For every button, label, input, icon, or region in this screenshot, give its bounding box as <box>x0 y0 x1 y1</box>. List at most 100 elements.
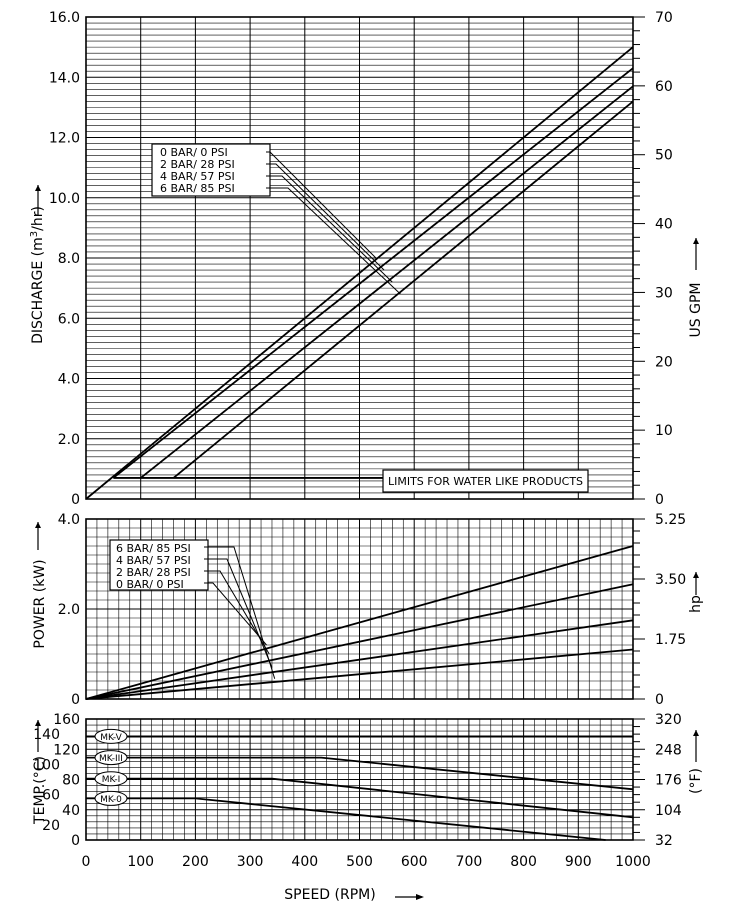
discharge-left-tick-label: 4.0 <box>58 372 80 388</box>
power-axis-arrow-head <box>35 522 41 528</box>
speed-tick-label: 800 <box>510 854 537 870</box>
speed-tick-label: 1000 <box>615 854 651 870</box>
speed-tick-label: 0 <box>82 854 91 870</box>
temperature-left-tick-label: 0 <box>71 833 80 849</box>
mk-series-label: MK-I <box>102 775 121 785</box>
discharge-series-line <box>85 46 634 500</box>
discharge-panel-frame <box>85 16 634 500</box>
grid-lines <box>86 17 633 840</box>
power-right-tick-label: 0 <box>655 692 664 708</box>
temperature-axis-arrow-head <box>35 720 41 726</box>
discharge-left-tick-label: 2.0 <box>58 432 80 448</box>
us-gpm-axis-label: US GPM <box>688 283 704 338</box>
temperature-series-line <box>86 777 634 819</box>
mk-oval-label <box>94 750 128 766</box>
power-right-tick-label: 3.50 <box>655 572 686 588</box>
speed-tick-label: 700 <box>456 854 483 870</box>
panel-frames <box>85 16 634 841</box>
discharge-series-line <box>140 85 634 479</box>
discharge-right-tick-label: 30 <box>655 285 673 301</box>
discharge-legend-box <box>151 143 271 197</box>
power-legend-label: 2 BAR/ 28 PSI <box>116 566 191 579</box>
discharge-right-tick-label: 70 <box>655 10 673 26</box>
speed-tick-label: 600 <box>401 854 428 870</box>
mk-oval-label <box>94 771 128 787</box>
temperature-right-tick-label: 104 <box>655 803 682 819</box>
discharge-axis-arrow-head <box>35 185 41 191</box>
power-series-line <box>85 648 634 700</box>
limits-annotation-box <box>382 469 589 493</box>
power-left-tick-label: 4.0 <box>58 512 80 528</box>
power-series-line <box>85 619 634 700</box>
mk-oval-label <box>94 790 128 806</box>
temperature-mid-tick-label: 60 <box>42 788 60 804</box>
discharge-left-tick-label: 14.0 <box>49 70 80 86</box>
speed-tick-label: 100 <box>127 854 154 870</box>
power-series-line <box>85 583 634 700</box>
hp-axis-arrow-head <box>693 572 699 578</box>
temperature-series-line <box>86 756 634 791</box>
power-axis-label: POWER (kW) <box>32 559 48 648</box>
temperature-mid-tick-label: 140 <box>33 727 60 743</box>
discharge-legend-label: 0 BAR/ 0 PSI <box>160 146 228 159</box>
temperature-right-tick-label: 176 <box>655 773 682 789</box>
mk-series-label: MK-0 <box>100 795 122 805</box>
speed-tick-label: 400 <box>291 854 318 870</box>
temperature-right-tick-label: 320 <box>655 712 682 728</box>
speed-tick-label: 900 <box>565 854 592 870</box>
temperature-right-tick-label: 32 <box>655 833 673 849</box>
axis-labels: DISCHARGE (m3/hr) US GPM POWER (kW) hp TEMP.… <box>29 185 704 903</box>
discharge-right-tick-label: 20 <box>655 354 673 370</box>
temperature-axis-label: TEMP.(°C) <box>32 756 48 825</box>
discharge-legend-label: 6 BAR/ 85 PSI <box>160 182 235 195</box>
power-legend-label: 6 BAR/ 85 PSI <box>116 542 191 555</box>
temperature-right-tick-label: 248 <box>655 742 682 758</box>
discharge-series-line <box>172 100 634 479</box>
hp-axis-label: hp <box>688 595 704 613</box>
power-right-tick-label: 1.75 <box>655 632 686 648</box>
power-legend-leader <box>204 546 276 679</box>
power-left-tick-label: 0 <box>71 692 80 708</box>
limits-annotation-text: LIMITS FOR WATER LIKE PRODUCTS <box>388 475 583 488</box>
power-legend-leader <box>204 582 267 646</box>
speed-tick-label: 500 <box>346 854 373 870</box>
discharge-left-tick-label: 10.0 <box>49 191 80 207</box>
speed-tick-label: 300 <box>237 854 264 870</box>
discharge-right-tick-label: 50 <box>655 148 673 164</box>
power-legend-leader <box>204 570 270 655</box>
power-legend-label: 0 BAR/ 0 PSI <box>116 578 184 591</box>
power-legend-box <box>109 539 209 591</box>
mk-series-label: MK-III <box>99 754 123 764</box>
discharge-left-tick-label: 6.0 <box>58 311 80 327</box>
discharge-left-tick-label: 16.0 <box>49 10 80 26</box>
discharge-legend-label: 2 BAR/ 28 PSI <box>160 158 235 171</box>
power-legend-label: 4 BAR/ 57 PSI <box>116 554 191 567</box>
temperature-left-tick-label: 120 <box>53 742 80 758</box>
power-series-line <box>85 545 634 700</box>
discharge-left-tick-label: 8.0 <box>58 251 80 267</box>
temperature-mid-tick-label: 20 <box>42 818 60 834</box>
discharge-series-line <box>112 67 634 479</box>
fahrenheit-axis-label: (°F) <box>688 768 704 794</box>
temperature-mid-tick-label: 100 <box>33 757 60 773</box>
mk-oval-label <box>94 728 128 744</box>
discharge-legend-leader <box>266 163 385 271</box>
discharge-axis-label: DISCHARGE (m3/hr) <box>29 206 47 344</box>
tick-labels: 0 2.0 4.0 6.0 8.0 10.0 12.0 14.0 16.0 0 2.0 4.0 0 40 8… <box>33 10 686 870</box>
speed-tick-label: 200 <box>182 854 209 870</box>
speed-axis-label: SPEED (RPM) <box>284 887 375 903</box>
power-right-tick-label: 5.25 <box>655 512 686 528</box>
discharge-right-tick-label: 0 <box>655 492 664 508</box>
fahrenheit-axis-arrow-head <box>693 730 699 736</box>
power-legend-leader <box>204 558 273 668</box>
discharge-right-tick-label: 60 <box>655 79 673 95</box>
discharge-left-tick-label: 0 <box>71 492 80 508</box>
us-gpm-axis-arrow-head <box>693 238 699 244</box>
discharge-left-tick-label: 12.0 <box>49 131 80 147</box>
discharge-legend-leader <box>266 187 401 295</box>
mk-series-label: MK-V <box>100 733 122 743</box>
discharge-legend-label: 4 BAR/ 57 PSI <box>160 170 235 183</box>
temperature-left-tick-label: 160 <box>53 712 80 728</box>
discharge-right-tick-label: 40 <box>655 217 673 233</box>
